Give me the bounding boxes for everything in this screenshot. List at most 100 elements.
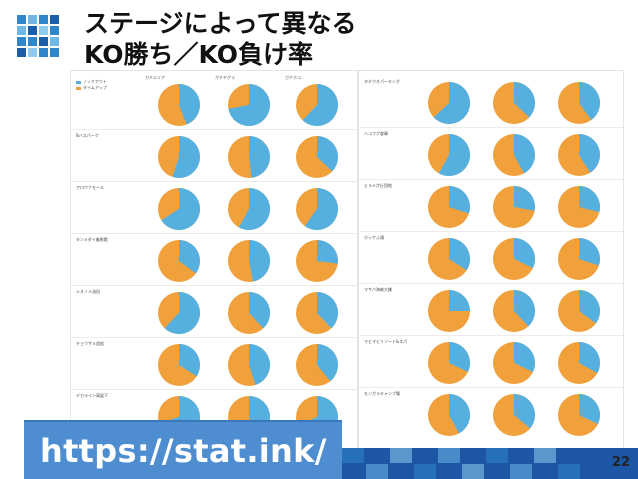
stats-panel-right: タチウオパーキング ハコフグ倉庫 ヒラメが丘団地 ホッケふ頭マサバ海峡大橋マヒマヒリゾ… [358, 70, 624, 470]
stage-label: モンガラキャンプ場 [364, 391, 400, 396]
pie-chart [428, 342, 470, 384]
pie-chart [296, 84, 338, 126]
stats-panel-left: ガチエリア ガチヤグラ ガチホコ ノックアウト タイムアップ Bバスパーク アロワ… [70, 70, 358, 470]
legend-label: タイムアップ [83, 85, 107, 90]
row-divider [359, 231, 623, 232]
pie-chart [558, 290, 600, 332]
pie-slice-knockout [514, 134, 535, 174]
slide-title-line-1: ステージによって異なる [84, 9, 357, 38]
pie-slice-knockout [249, 292, 270, 329]
row-divider [71, 389, 357, 390]
pie-slice-knockout [179, 344, 200, 377]
pie-chart [558, 342, 600, 384]
row-divider [359, 179, 623, 180]
pie-chart [493, 82, 535, 124]
pie-slice-knockout [249, 344, 270, 385]
pie-slice-knockout [164, 292, 200, 334]
stage-label: ヒラメが丘団地 [364, 183, 392, 188]
pie-slice-knockout [514, 238, 535, 268]
stage-label: Bバスパーク [76, 133, 99, 138]
pie-chart [558, 82, 600, 124]
pie-slice-knockout [438, 134, 470, 176]
pie-chart [228, 344, 270, 386]
pie-slice-knockout [579, 342, 600, 374]
stage-label: デカライン高架下 [76, 393, 108, 398]
pie-chart [228, 84, 270, 126]
pie-chart [296, 292, 338, 334]
pie-chart [158, 188, 200, 230]
pie-chart [428, 290, 470, 332]
url-link[interactable]: https://stat.ink/ [40, 432, 327, 470]
pie-slice-knockout [249, 240, 270, 282]
pie-chart [493, 342, 535, 384]
pie-chart [428, 82, 470, 124]
stage-label: シオノメ油田 [76, 289, 100, 294]
row-divider [71, 129, 357, 130]
pie-slice-knockout [161, 188, 200, 230]
stage-label: ハコフグ倉庫 [364, 131, 388, 136]
pie-slice-knockout [317, 292, 338, 329]
row-divider [359, 387, 623, 388]
pie-slice-knockout [579, 134, 600, 173]
pie-chart [296, 188, 338, 230]
pie-slice-knockout [179, 240, 200, 274]
column-header: ガチヤグラ [215, 75, 235, 80]
pie-chart [228, 292, 270, 334]
pie-slice-knockout [579, 238, 600, 266]
stage-label: マヒマヒリゾート&スパ [364, 339, 408, 344]
pie-slice-knockout [179, 84, 200, 125]
pie-slice-knockout [449, 342, 470, 372]
stage-label: タチウオパーキング [364, 79, 400, 84]
pie-chart [493, 394, 535, 436]
pie-chart [158, 136, 200, 178]
row-divider [359, 283, 623, 284]
pie-chart [428, 238, 470, 280]
pie-chart [158, 344, 200, 386]
stage-label: キンメダイ美術館 [76, 237, 108, 242]
pie-slice-knockout [514, 186, 535, 211]
pie-chart [228, 240, 270, 282]
pie-chart [296, 344, 338, 386]
legend-swatch [76, 80, 81, 84]
row-divider [71, 337, 357, 338]
stage-label: アロワナモール [76, 185, 104, 190]
row-divider [359, 335, 623, 336]
legend-label: ノックアウト [83, 79, 107, 84]
stage-label: ホッケふ頭 [364, 235, 384, 240]
pie-slice-knockout [304, 188, 338, 230]
stage-label: マサバ海峡大橋 [364, 287, 392, 292]
legend-item: ノックアウト [76, 79, 107, 85]
pie-slice-knockout [172, 136, 200, 178]
pie-slice-knockout [317, 240, 338, 264]
legend-swatch [76, 86, 81, 90]
pie-slice-knockout [449, 186, 470, 214]
pie-chart [558, 238, 600, 280]
pie-chart [428, 186, 470, 228]
pie-slice-knockout [514, 290, 535, 327]
decorative-tile-strip [342, 448, 638, 479]
pie-chart [558, 186, 600, 228]
pie-slice-knockout [317, 344, 338, 382]
brand-logo-tile [14, 12, 64, 62]
pie-chart [228, 188, 270, 230]
pie-chart [493, 238, 535, 280]
pie-chart [296, 240, 338, 282]
pie-slice-knockout [514, 82, 535, 118]
page-number: 22 [611, 455, 630, 470]
url-banner: https://stat.ink/ [24, 420, 342, 479]
legend-item: タイムアップ [76, 85, 107, 91]
pie-chart [296, 136, 338, 178]
pie-slice-knockout [302, 84, 338, 126]
pie-chart [558, 134, 600, 176]
pie-slice-knockout [579, 394, 600, 424]
row-divider [359, 127, 623, 128]
pie-chart [428, 394, 470, 436]
pie-slice-knockout [317, 136, 338, 172]
pie-chart [158, 292, 200, 334]
row-divider [71, 285, 357, 286]
pie-slice-knockout [579, 186, 600, 213]
pie-chart [558, 394, 600, 436]
row-divider [71, 233, 357, 234]
pie-chart [493, 186, 535, 228]
pie-slice-knockout [579, 290, 600, 324]
